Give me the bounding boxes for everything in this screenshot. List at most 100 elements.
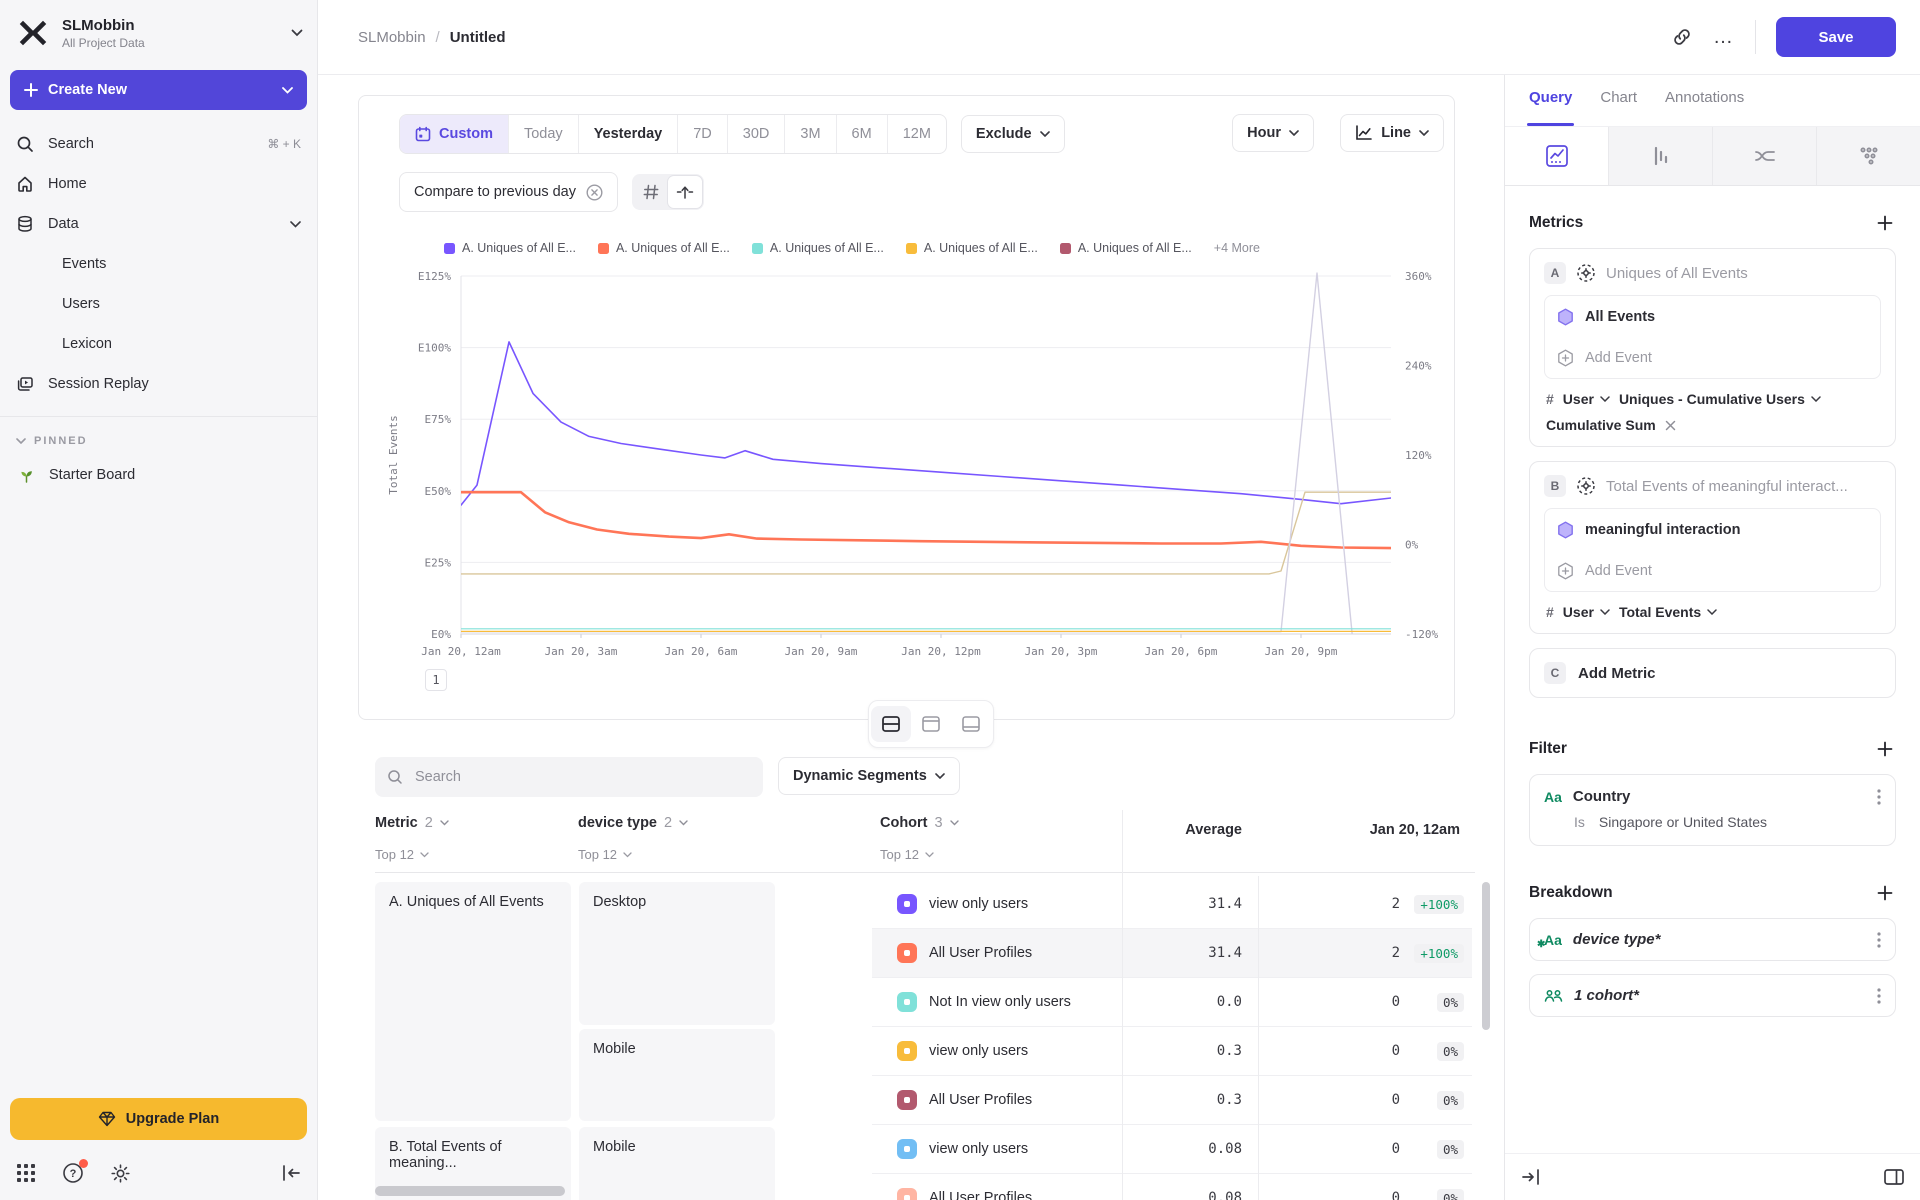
breakdown-card-cohort[interactable]: 1 cohort* — [1529, 974, 1896, 1017]
remove-compare-icon[interactable] — [586, 183, 603, 201]
tab-annotations[interactable]: Annotations — [1665, 89, 1745, 106]
entity-dropdown[interactable]: User — [1563, 604, 1610, 620]
apps-grid-icon[interactable] — [16, 1163, 36, 1183]
event-row[interactable]: All Events — [1545, 296, 1880, 337]
sidebar-item-events[interactable]: Events — [0, 244, 317, 284]
range-3m[interactable]: 3M — [785, 115, 837, 153]
chevron-down-icon[interactable] — [282, 86, 293, 94]
collapse-sidebar-icon[interactable] — [281, 1165, 301, 1181]
breadcrumb-project[interactable]: SLMobbin — [358, 28, 426, 46]
range-today[interactable]: Today — [509, 115, 579, 153]
legend-more[interactable]: +4 More — [1213, 241, 1260, 255]
add-filter-button[interactable] — [1874, 738, 1896, 760]
annotations-toggle[interactable] — [668, 176, 702, 208]
table-row[interactable]: All User Profiles 31.4 2 +100% — [872, 929, 1472, 978]
kebab-menu-icon[interactable] — [1877, 931, 1881, 948]
metric-settings-icon[interactable] — [1576, 263, 1596, 283]
sidebar-item-search[interactable]: Search ⌘ + K — [0, 124, 317, 164]
sidebar-item-users[interactable]: Users — [0, 284, 317, 324]
range-6m[interactable]: 6M — [837, 115, 888, 153]
table-search-input[interactable] — [413, 768, 751, 786]
range-7d[interactable]: 7D — [678, 115, 728, 153]
range-30d[interactable]: 30D — [728, 115, 786, 153]
workspace-switcher[interactable]: SLMobbin All Project Data — [0, 0, 317, 60]
col-header-cohort[interactable]: Cohort 3 — [880, 815, 959, 831]
add-metric-plus-button[interactable] — [1874, 212, 1896, 234]
table-row[interactable]: Not In view only users 0.0 0 0% — [872, 978, 1472, 1027]
compare-chip[interactable]: Compare to previous day — [399, 172, 618, 212]
sidebar-item-session-replay[interactable]: Session Replay — [0, 364, 317, 404]
legend-item[interactable]: A. Uniques of All E... — [751, 241, 884, 255]
horizontal-scrollbar[interactable] — [375, 1186, 565, 1196]
transform-chip[interactable]: Cumulative Sum — [1546, 417, 1656, 433]
col-header-average[interactable]: Average — [1185, 822, 1242, 838]
layout-split-button[interactable] — [871, 706, 911, 742]
more-options-button[interactable]: … — [1713, 26, 1735, 48]
device-group-cell[interactable]: Desktop — [579, 882, 775, 1025]
top-filter-metric[interactable]: Top 12 — [375, 847, 429, 862]
table-row[interactable]: All User Profiles 0.3 0 0% — [872, 1076, 1472, 1125]
sidebar-item-lexicon[interactable]: Lexicon — [0, 324, 317, 364]
gridlines-toggle[interactable] — [634, 176, 668, 208]
top-filter-device[interactable]: Top 12 — [578, 847, 632, 862]
pinned-section-header[interactable]: PINNED — [0, 427, 317, 455]
remove-transform-icon[interactable] — [1665, 420, 1676, 431]
device-group-cell[interactable]: Mobile — [579, 1029, 775, 1121]
legend-item[interactable]: A. Uniques of All E... — [1059, 241, 1192, 255]
save-button[interactable]: Save — [1776, 17, 1896, 57]
insights-chart-tab[interactable] — [1505, 127, 1609, 185]
help-button[interactable]: ? — [62, 1159, 88, 1184]
chart-pagination[interactable]: 1 — [425, 669, 447, 691]
funnels-chart-tab[interactable] — [1609, 127, 1713, 185]
share-link-icon[interactable] — [1671, 26, 1693, 48]
table-row[interactable]: All User Profiles 0.08 0 0% — [872, 1174, 1472, 1200]
metric-name-placeholder[interactable]: Uniques of All Events — [1606, 264, 1748, 282]
metric-group-cell[interactable]: A. Uniques of All Events — [375, 882, 571, 1121]
top-filter-cohort[interactable]: Top 12 — [880, 847, 934, 862]
table-row[interactable]: view only users 0.3 0 0% — [872, 1027, 1472, 1076]
kebab-menu-icon[interactable] — [1877, 788, 1881, 805]
metric-name-placeholder[interactable]: Total Events of meaningful interact... — [1606, 477, 1848, 495]
metric-settings-icon[interactable] — [1576, 476, 1596, 496]
flows-chart-tab[interactable] — [1713, 127, 1817, 185]
collapse-panel-icon[interactable] — [1521, 1169, 1541, 1185]
chart-type-dropdown[interactable]: Line — [1340, 114, 1444, 152]
granularity-dropdown[interactable]: Hour — [1232, 114, 1314, 152]
layout-table-only-button[interactable] — [951, 706, 991, 742]
measure-dropdown[interactable]: Uniques - Cumulative Users — [1619, 391, 1821, 407]
legend-item[interactable]: A. Uniques of All E... — [444, 241, 576, 255]
device-group-cell[interactable]: Mobile — [579, 1127, 775, 1200]
entity-dropdown[interactable]: User — [1563, 391, 1610, 407]
breakdown-card-device-type[interactable]: Aa ✱ device type* — [1529, 918, 1896, 961]
filter-value[interactable]: Singapore or United States — [1598, 814, 1767, 830]
panel-layout-icon[interactable] — [1884, 1169, 1904, 1185]
col-header-date[interactable]: Jan 20, 12am — [1369, 822, 1460, 838]
create-new-button[interactable]: Create New — [10, 70, 307, 110]
sidebar-item-home[interactable]: Home — [0, 164, 317, 204]
sidebar-item-data[interactable]: Data — [0, 204, 317, 244]
legend-item[interactable]: A. Uniques of All E... — [597, 241, 730, 255]
col-header-metric[interactable]: Metric 2 — [375, 815, 449, 831]
add-metric-card[interactable]: C Add Metric — [1529, 648, 1896, 698]
dynamic-segments-dropdown[interactable]: Dynamic Segments — [778, 757, 960, 795]
layout-chart-only-button[interactable] — [911, 706, 951, 742]
filter-operator[interactable]: Is — [1574, 814, 1585, 830]
exclude-dropdown[interactable]: Exclude — [960, 115, 1065, 153]
tab-chart[interactable]: Chart — [1600, 89, 1638, 106]
legend-item[interactable]: A. Uniques of All E... — [905, 241, 1038, 255]
range-yesterday[interactable]: Yesterday — [579, 115, 679, 153]
settings-gear-icon[interactable] — [110, 1163, 131, 1184]
range-custom[interactable]: Custom — [400, 115, 509, 153]
add-event-row[interactable]: Add Event — [1545, 550, 1880, 591]
col-header-device-type[interactable]: device type 2 — [578, 815, 688, 831]
upgrade-plan-button[interactable]: Upgrade Plan — [10, 1098, 307, 1140]
breadcrumb-page-title[interactable]: Untitled — [449, 28, 506, 46]
kebab-menu-icon[interactable] — [1877, 987, 1881, 1004]
table-row[interactable]: view only users 31.4 2 +100% — [872, 880, 1472, 929]
measure-dropdown[interactable]: Total Events — [1619, 604, 1717, 620]
sidebar-item-starter-board[interactable]: Starter Board — [0, 455, 317, 495]
filter-card[interactable]: Aa Country Is Singapore or United States — [1529, 774, 1896, 846]
retention-chart-tab[interactable] — [1817, 127, 1920, 185]
table-row[interactable]: view only users 0.08 0 0% — [872, 1125, 1472, 1174]
add-event-row[interactable]: Add Event — [1545, 337, 1880, 378]
